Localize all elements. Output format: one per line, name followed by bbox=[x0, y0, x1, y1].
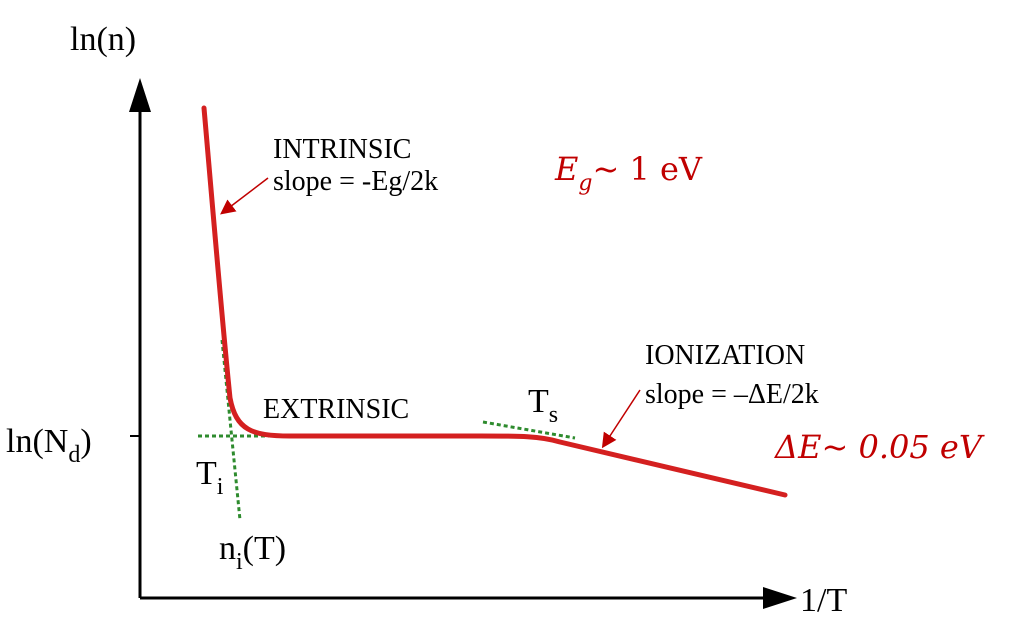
y-tick-label: ln(Nd) bbox=[6, 423, 92, 468]
intrinsic-slope: slope = -Eg/2k bbox=[273, 166, 438, 197]
carrier-curve bbox=[201, 105, 788, 498]
intrinsic-pointer-arrow bbox=[220, 177, 269, 215]
y-axis-label: ln(n) bbox=[70, 21, 136, 58]
ti-label: Ti bbox=[196, 455, 224, 500]
delta-e-annotation: ΔE~ 0.05 eV bbox=[773, 428, 985, 466]
ts-label: Ts bbox=[528, 383, 558, 428]
ni-label: ni(T) bbox=[219, 530, 286, 575]
x-axis-label: 1/T bbox=[800, 582, 847, 619]
ionization-pointer-arrow bbox=[601, 389, 641, 449]
intrinsic-title: INTRINSIC bbox=[273, 134, 411, 165]
ionization-slope: slope = –ΔE/2k bbox=[645, 379, 819, 410]
tangent-ionization bbox=[482, 420, 576, 440]
ionization-title: IONIZATION bbox=[645, 340, 805, 371]
x-axis-arrowhead bbox=[763, 587, 797, 609]
eg-annotation: Eg~ 1 eV bbox=[554, 150, 703, 196]
y-axis-arrowhead bbox=[129, 78, 151, 112]
extrinsic-title: EXTRINSIC bbox=[263, 394, 409, 425]
